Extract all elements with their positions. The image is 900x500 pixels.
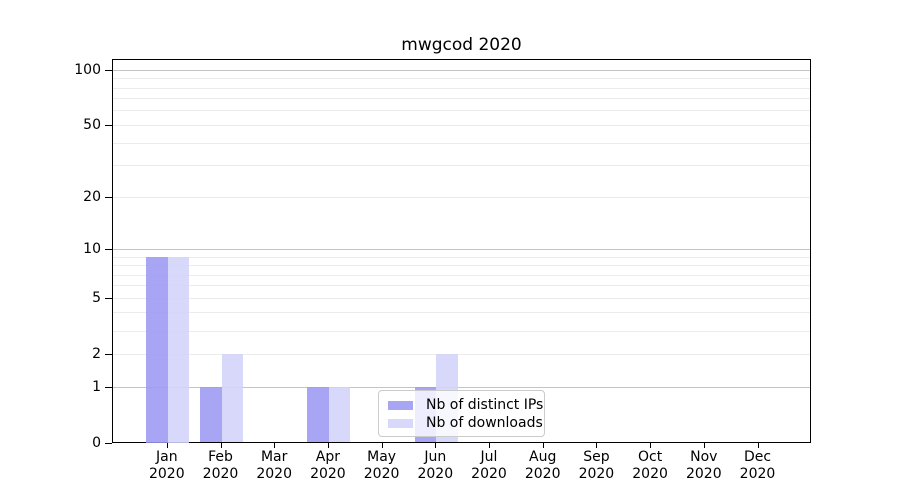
legend-entry: Nb of distinct IPs xyxy=(388,396,543,414)
gridline-minor xyxy=(113,87,810,89)
legend-swatch xyxy=(388,400,413,410)
x-tick-label: May 2020 xyxy=(352,449,412,483)
x-tick-year: 2020 xyxy=(685,466,722,482)
x-tick-label: Feb 2020 xyxy=(191,449,251,483)
x-tick-year: 2020 xyxy=(578,466,615,482)
gridline-minor xyxy=(113,285,810,287)
x-tick-month: Feb xyxy=(208,449,233,465)
x-tick-year: 2020 xyxy=(256,466,292,482)
gridline-minor xyxy=(113,142,810,144)
x-tick-month: Nov xyxy=(690,449,718,465)
bar-distinct-ips xyxy=(200,386,222,443)
y-tick-mark xyxy=(105,443,112,444)
x-tick-label: Jul 2020 xyxy=(459,449,519,483)
y-tick-mark xyxy=(105,387,112,388)
x-tick-month: Jul xyxy=(480,449,498,465)
y-tick-label: 2 xyxy=(92,346,101,363)
x-tick-year: 2020 xyxy=(363,466,400,482)
x-tick-month: Jun xyxy=(424,449,447,465)
x-tick-year: 2020 xyxy=(148,466,185,482)
legend-entry: Nb of downloads xyxy=(388,414,543,432)
x-tick-label: Jun 2020 xyxy=(405,449,465,483)
x-tick-year: 2020 xyxy=(471,466,507,482)
gridline-minor xyxy=(113,297,810,299)
bar-distinct-ips xyxy=(307,386,329,443)
gridline-minor xyxy=(113,110,810,112)
y-tick-mark xyxy=(105,70,112,72)
x-tick-label: Nov 2020 xyxy=(674,449,734,483)
x-tick-label: Sep 2020 xyxy=(566,449,626,483)
x-tick-year: 2020 xyxy=(417,466,454,482)
x-tick-month: May xyxy=(367,449,397,465)
x-tick-mark xyxy=(489,443,490,448)
x-tick-label: Dec 2020 xyxy=(728,449,788,483)
chart-title: mwgcod 2020 xyxy=(401,35,522,55)
x-tick-mark xyxy=(381,443,383,448)
y-tick-mark xyxy=(105,354,112,356)
bar-distinct-ips xyxy=(146,256,168,443)
x-tick-mark xyxy=(542,443,544,448)
y-tick-mark xyxy=(105,197,112,199)
gridline-minor xyxy=(113,312,810,314)
x-tick-mark xyxy=(220,443,222,448)
gridline-minor xyxy=(113,196,810,198)
x-tick-mark xyxy=(274,443,276,448)
legend: Nb of distinct IPs Nb of downloads xyxy=(378,390,545,437)
x-tick-month: Aug xyxy=(529,449,557,465)
x-tick-mark xyxy=(703,443,705,448)
x-tick-year: 2020 xyxy=(632,466,668,482)
gridline-major xyxy=(113,69,810,71)
plot-area xyxy=(112,59,811,443)
gridline-minor xyxy=(113,165,810,167)
y-tick-label: 1 xyxy=(92,379,101,395)
x-tick-year: 2020 xyxy=(202,466,239,482)
x-tick-mark xyxy=(166,443,168,448)
x-tick-mark xyxy=(757,443,759,448)
x-tick-label: Aug 2020 xyxy=(513,449,573,483)
x-tick-mark xyxy=(435,443,437,448)
y-tick-mark xyxy=(105,125,112,127)
y-tick-mark xyxy=(105,249,112,251)
x-tick-month: Dec xyxy=(743,449,772,465)
x-tick-year: 2020 xyxy=(524,466,561,482)
bar-downloads xyxy=(167,256,190,443)
gridline-minor xyxy=(113,98,810,100)
gridline-minor xyxy=(113,78,810,80)
y-tick-label: 10 xyxy=(83,241,101,258)
y-tick-label: 20 xyxy=(83,189,101,206)
y-tick-label: 0 xyxy=(92,435,101,451)
bar-downloads xyxy=(221,353,243,443)
y-tick-label: 50 xyxy=(83,117,101,134)
x-tick-label: Jan 2020 xyxy=(137,449,197,483)
gridline-minor xyxy=(113,265,810,266)
bar-downloads xyxy=(328,386,351,443)
x-tick-month: Oct xyxy=(637,449,663,465)
x-tick-mark xyxy=(650,443,652,448)
legend-label: Nb of downloads xyxy=(426,415,543,431)
x-tick-month: Apr xyxy=(315,449,340,465)
gridline-minor xyxy=(113,124,810,126)
gridline-minor xyxy=(113,330,810,332)
x-tick-label: Oct 2020 xyxy=(620,449,680,483)
x-tick-month: Sep xyxy=(583,449,610,465)
legend-label: Nb of distinct IPs xyxy=(426,397,544,413)
x-tick-mark xyxy=(327,443,329,448)
x-tick-month: Jan xyxy=(156,449,178,465)
y-tick-label: 100 xyxy=(74,62,101,79)
legend-swatch xyxy=(388,418,413,428)
gridline-minor xyxy=(113,353,810,355)
gridline-minor xyxy=(113,256,810,258)
gridline-major xyxy=(113,386,810,388)
x-tick-mark xyxy=(596,443,598,448)
y-tick-mark xyxy=(105,298,112,300)
x-tick-year: 2020 xyxy=(310,466,346,482)
x-tick-label: Mar 2020 xyxy=(244,449,304,483)
x-tick-label: Apr 2020 xyxy=(298,449,358,483)
y-tick-label: 5 xyxy=(92,290,101,307)
gridline-major xyxy=(113,248,810,250)
x-tick-year: 2020 xyxy=(739,466,776,482)
gridline-minor xyxy=(113,274,810,276)
x-tick-month: Mar xyxy=(260,449,288,465)
